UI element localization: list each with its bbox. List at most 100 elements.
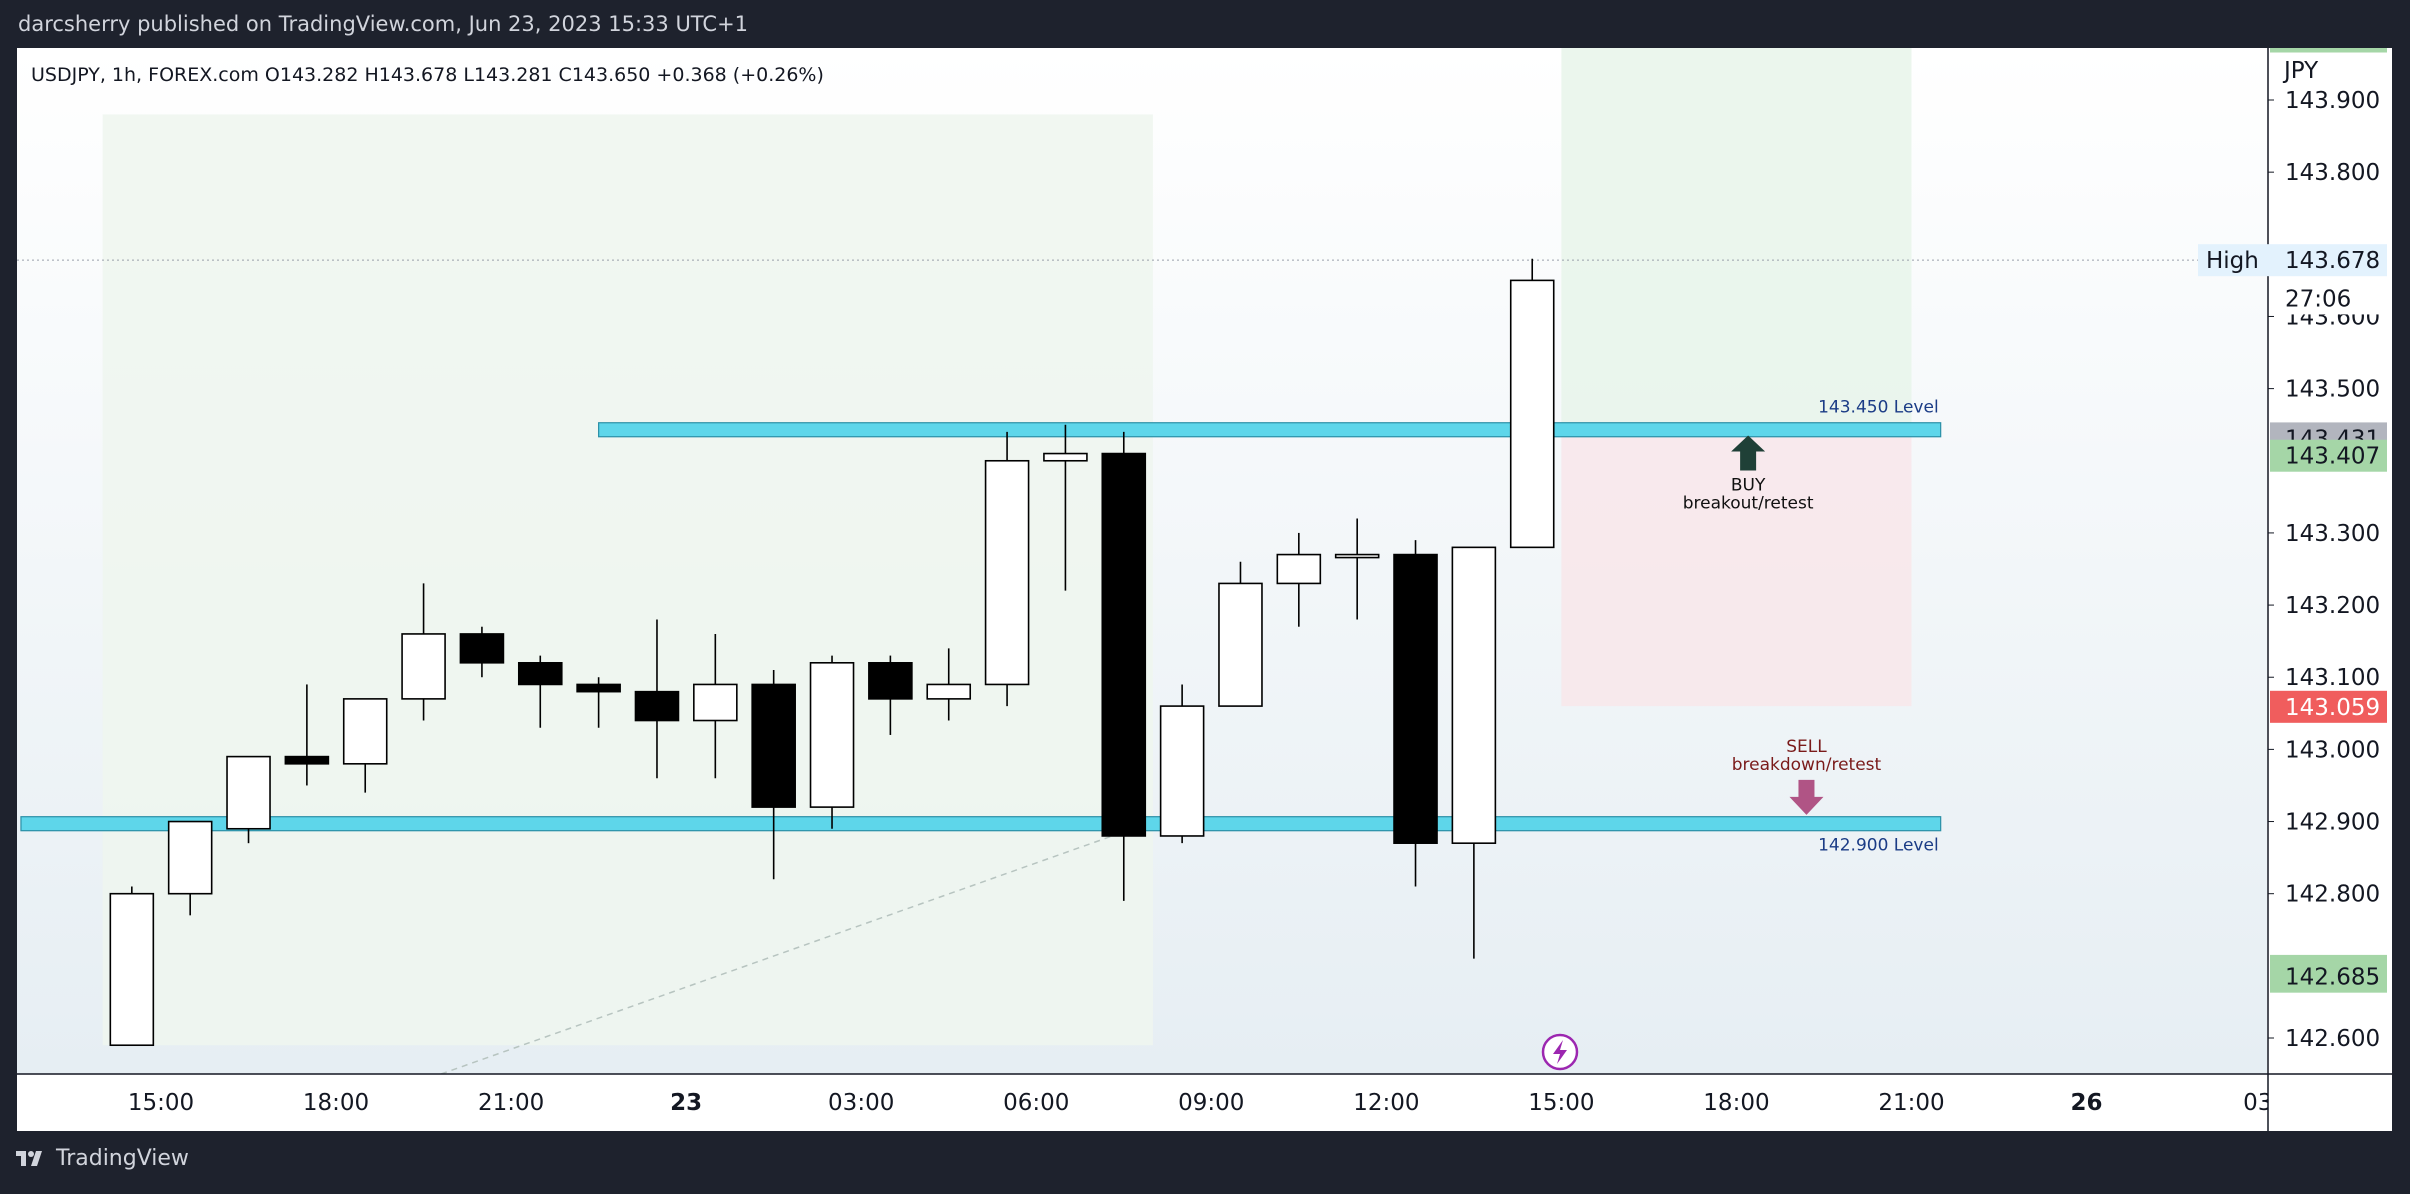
price-badge-label: 27:06 <box>2285 286 2351 312</box>
time-tick-label: 21:00 <box>1878 1090 1944 1116</box>
candle[interactable] <box>1218 561 1263 707</box>
candle[interactable] <box>1334 518 1380 620</box>
candle-body <box>1509 279 1555 549</box>
candle[interactable] <box>1276 532 1322 627</box>
plot-area[interactable]: 143.450 Level 142.900 Level BUYbreakout/re… <box>17 48 2267 1074</box>
price-tick-label: 143.800 <box>2285 160 2380 186</box>
high-tag-bg <box>2198 244 2270 277</box>
candle-body <box>284 755 330 765</box>
price-badge: 143.678 High <box>2198 244 2387 277</box>
price-tick-label: 143.900 <box>2285 88 2380 114</box>
tradingview-brand: TradingView <box>56 1146 189 1171</box>
candle[interactable] <box>459 626 505 678</box>
price-axis[interactable]: JPY143.900143.800143.600143.500143.30014… <box>2198 48 2392 1074</box>
candle-body <box>1043 452 1088 462</box>
time-tick-label: 15:00 <box>128 1090 194 1116</box>
candle[interactable] <box>1509 258 1555 549</box>
candle[interactable] <box>401 583 446 721</box>
sell-subtitle: breakdown/retest <box>1732 755 1882 775</box>
candle[interactable] <box>1451 546 1497 959</box>
price-badge-bg <box>2270 244 2387 277</box>
price-badge: 143.407 <box>2270 439 2387 472</box>
candle[interactable] <box>109 886 155 1047</box>
high-tag-label: High <box>2206 248 2259 274</box>
candle[interactable] <box>926 648 972 721</box>
candle-body <box>1218 582 1263 707</box>
price-tick-label: 142.800 <box>2285 882 2380 908</box>
candle-body <box>226 755 271 830</box>
candle[interactable] <box>1043 424 1088 591</box>
candle[interactable] <box>167 820 213 916</box>
footer-bar: TradingView <box>0 1131 2410 1194</box>
zone-1 <box>1561 48 1912 425</box>
level-band[interactable] <box>598 422 1942 438</box>
candle-body <box>342 698 388 765</box>
buy-subtitle: breakout/retest <box>1683 494 1814 514</box>
level-label: 142.900 Level <box>1818 836 1939 856</box>
chart-frame[interactable]: 143.450 Level 142.900 Level BUY breakout/re… <box>17 48 2392 1131</box>
buy-arrow-icon <box>1731 435 1766 471</box>
candle[interactable] <box>751 670 796 880</box>
candle-body <box>1101 452 1147 837</box>
candle[interactable] <box>1159 684 1205 844</box>
candle[interactable] <box>693 633 738 779</box>
trend-dashed-line <box>440 820 1154 1074</box>
candle-body <box>517 661 563 686</box>
candle-body <box>693 683 738 722</box>
level-band[interactable] <box>20 816 1942 832</box>
candle-body <box>167 820 213 895</box>
time-tick-label: 06:00 <box>1003 1090 1069 1116</box>
buy-title: BUY <box>1731 476 1766 496</box>
candle-body <box>1276 553 1322 585</box>
candle[interactable] <box>342 698 388 793</box>
price-axis-bg <box>2268 48 2392 1074</box>
symbol-info: USDJPY, 1h, FOREX.com O143.282 H143.678 … <box>31 64 824 86</box>
candlestick-chart[interactable]: 143.450 Level 142.900 Level BUYbreakout/re… <box>17 48 2392 1131</box>
price-badge-label: 143.407 <box>2285 444 2380 470</box>
candle[interactable] <box>517 655 563 728</box>
candle-body <box>868 661 913 700</box>
time-tick-label: 26 <box>2071 1090 2103 1116</box>
time-tick-label: 18:00 <box>303 1090 369 1116</box>
candle-body <box>984 459 1030 686</box>
candle-body <box>1393 553 1438 844</box>
price-tick-label: 142.900 <box>2285 810 2380 836</box>
lightning-icon[interactable] <box>1541 1033 1579 1071</box>
time-tick-label: 15:00 <box>1528 1090 1594 1116</box>
candle[interactable] <box>634 619 680 779</box>
currency-label: JPY <box>2282 58 2319 84</box>
candle[interactable] <box>284 684 330 786</box>
level-0[interactable]: 143.450 Level <box>598 398 1942 438</box>
tradingview-logo[interactable]: TradingView <box>16 1146 189 1171</box>
sell-arrow-icon <box>1789 779 1824 815</box>
candle[interactable] <box>809 655 855 829</box>
candle[interactable] <box>984 431 1030 707</box>
header-bar: darcsherry published on TradingView.com,… <box>0 0 2410 48</box>
price-tick-label: 143.300 <box>2285 521 2380 547</box>
candle[interactable] <box>1393 540 1438 887</box>
time-tick-label: 18:00 <box>1703 1090 1769 1116</box>
time-tick-label: 12:00 <box>1353 1090 1419 1116</box>
candle-body <box>809 661 855 808</box>
candle-body <box>634 690 680 722</box>
price-tick-label: 143.100 <box>2285 665 2380 691</box>
price-tick-label: 143.000 <box>2285 737 2380 763</box>
candle[interactable] <box>576 677 621 728</box>
time-tick-label: 03:00 <box>828 1090 894 1116</box>
price-badge-label: 143.059 <box>2285 695 2380 721</box>
candle[interactable] <box>868 655 913 735</box>
time-axis[interactable]: 15:00 18:00 21:00 23 03:00 06:00 09:00 12:00 15:… <box>17 1073 2392 1131</box>
candle[interactable] <box>1101 431 1147 901</box>
price-badge-label: 143.988 <box>2285 48 2380 51</box>
price-badge: 27:06 <box>2270 282 2387 315</box>
price-badge-bg <box>2270 960 2387 993</box>
price-badge-bg <box>2270 439 2387 472</box>
price-badge-bg <box>2270 282 2387 315</box>
price-tick-label: 143.200 <box>2285 593 2380 619</box>
tradingview-logo-icon <box>16 1150 42 1166</box>
candle[interactable] <box>226 755 271 844</box>
time-tick-label: 23 <box>670 1090 702 1116</box>
price-tick-label: 142.600 <box>2285 1026 2380 1052</box>
